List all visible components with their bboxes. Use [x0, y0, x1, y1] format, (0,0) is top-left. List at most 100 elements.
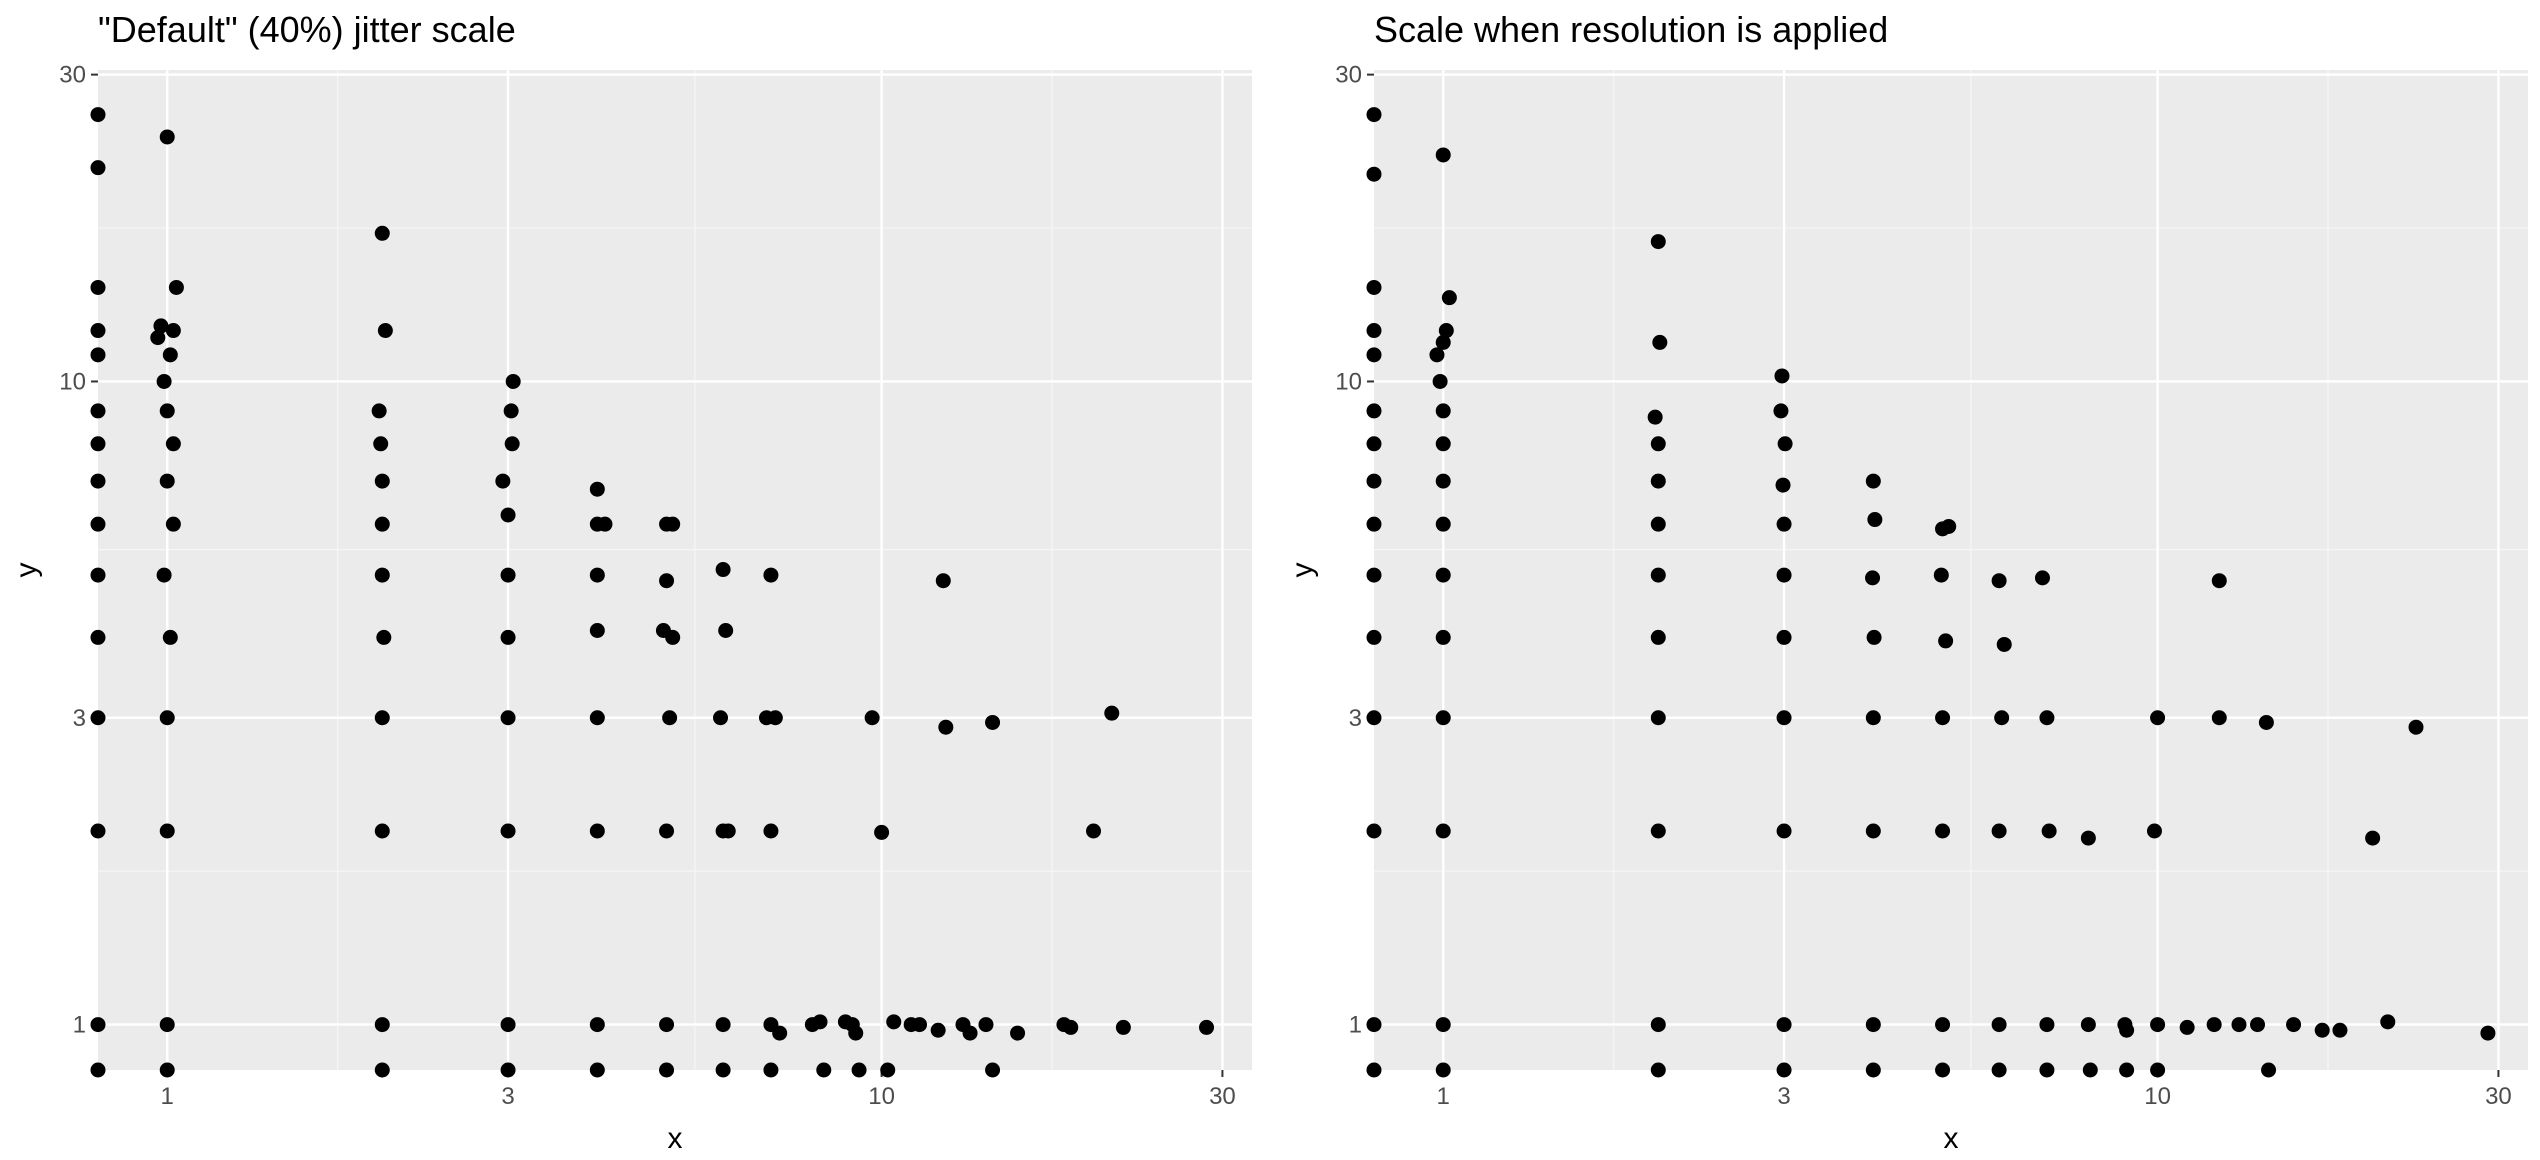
data-point [1435, 436, 1451, 452]
y-tick-label: 3 [1349, 705, 1362, 732]
data-point [1435, 823, 1451, 839]
x-tick-label: 30 [1209, 1083, 1236, 1110]
data-point [874, 824, 890, 840]
y-tick-label: 30 [59, 62, 86, 89]
data-point [90, 473, 106, 489]
data-point [1650, 473, 1666, 489]
data-point [2041, 823, 2057, 839]
data-point [1777, 436, 1793, 452]
data-point [720, 823, 736, 839]
data-point [1435, 710, 1451, 726]
data-point [1435, 1062, 1451, 1078]
data-point [1366, 516, 1382, 532]
data-point [1063, 1019, 1079, 1035]
x-tick-label: 30 [2485, 1083, 2512, 1110]
data-point [1865, 1017, 1881, 1033]
data-point [1994, 710, 2010, 726]
data-point [1991, 1017, 2007, 1033]
data-point [665, 516, 681, 532]
data-point [2211, 573, 2227, 589]
data-point [962, 1025, 978, 1041]
data-point [374, 567, 390, 583]
data-point [2286, 1017, 2302, 1033]
y-tick-label: 10 [1335, 368, 1362, 395]
data-point [1366, 347, 1382, 363]
data-point [1366, 710, 1382, 726]
data-point [1435, 1017, 1451, 1033]
data-point [1776, 516, 1792, 532]
data-point [2261, 1062, 2277, 1078]
data-point [1650, 1062, 1666, 1078]
data-point [2365, 830, 2381, 846]
data-point [886, 1014, 902, 1030]
data-point [659, 823, 675, 839]
data-point [156, 373, 172, 389]
data-point [1933, 567, 1949, 583]
y-tick-label: 3 [73, 705, 86, 732]
plot-background [98, 70, 1252, 1070]
data-point [2146, 823, 2162, 839]
data-point [159, 1017, 175, 1033]
data-point [500, 710, 516, 726]
data-point [371, 403, 387, 419]
data-point [589, 710, 605, 726]
x-tick-label: 10 [868, 1083, 895, 1110]
data-point [589, 823, 605, 839]
data-point [985, 714, 1001, 730]
data-point [1435, 516, 1451, 532]
data-point [495, 473, 511, 489]
data-point [1366, 107, 1382, 123]
data-point [162, 347, 178, 363]
data-point [1650, 436, 1666, 452]
data-point [1776, 823, 1792, 839]
data-point [718, 623, 734, 639]
data-point [500, 1017, 516, 1033]
data-point [1438, 323, 1454, 339]
data-point [715, 1062, 731, 1078]
data-point [1366, 1017, 1382, 1033]
data-point [1432, 373, 1448, 389]
data-point [767, 710, 783, 726]
data-point [1866, 629, 1882, 645]
data-point [816, 1062, 832, 1078]
data-point [90, 710, 106, 726]
data-point [503, 403, 519, 419]
data-point [1774, 368, 1790, 384]
data-point [159, 473, 175, 489]
data-point [2211, 710, 2227, 726]
data-point [1366, 323, 1382, 339]
data-point [90, 629, 106, 645]
data-point [1935, 823, 1951, 839]
data-point [2150, 710, 2166, 726]
data-point [2250, 1017, 2266, 1033]
data-point [2206, 1017, 2222, 1033]
data-point [665, 629, 681, 645]
x-tick-label: 10 [2144, 1083, 2171, 1110]
data-point [153, 318, 169, 334]
data-point [90, 403, 106, 419]
data-point [373, 436, 389, 452]
data-point [2039, 710, 2055, 726]
data-point [2080, 1017, 2096, 1033]
y-axis-label: y [1286, 563, 1319, 578]
y-axis-label: y [10, 563, 43, 578]
data-point [2380, 1014, 2396, 1030]
data-point [1650, 234, 1666, 250]
data-point [90, 1017, 106, 1033]
data-point [2080, 830, 2096, 846]
data-point [162, 629, 178, 645]
data-point [1366, 629, 1382, 645]
data-point [1010, 1025, 1026, 1041]
data-point [159, 823, 175, 839]
y-tick-label: 10 [59, 368, 86, 395]
plot-background [1374, 70, 2528, 1070]
data-point [2119, 1022, 2135, 1038]
data-point [90, 279, 106, 295]
data-point [2332, 1022, 2348, 1038]
data-point [1366, 473, 1382, 489]
data-point [376, 629, 392, 645]
data-point [1435, 147, 1451, 163]
data-point [1650, 516, 1666, 532]
data-point [589, 1017, 605, 1033]
